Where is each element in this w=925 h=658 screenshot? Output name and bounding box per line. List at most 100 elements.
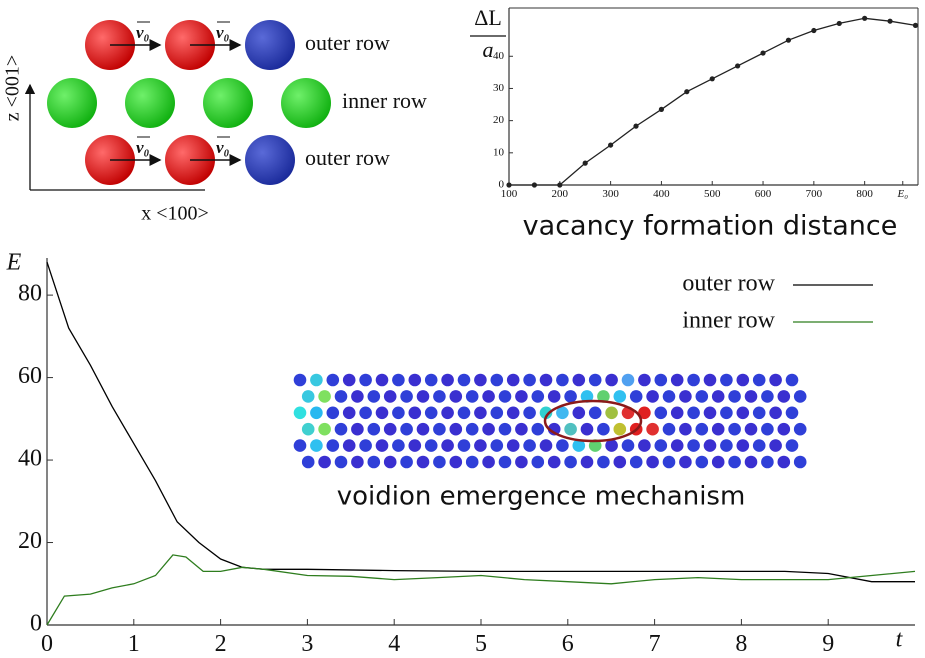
- atom: [523, 439, 536, 452]
- atom: [711, 422, 725, 436]
- atom: [531, 422, 545, 436]
- atom: [793, 455, 807, 469]
- y-tick-label: 60: [18, 363, 42, 389]
- atom: [400, 455, 413, 469]
- data-point: [684, 89, 690, 95]
- atom: [777, 390, 791, 403]
- atom: [383, 390, 397, 403]
- x-tick-label: 800: [856, 188, 873, 200]
- atom: [342, 373, 356, 387]
- atom: [679, 422, 692, 436]
- atom: [736, 439, 750, 452]
- atom: [728, 422, 741, 436]
- atom: [392, 439, 405, 452]
- data-point: [760, 50, 766, 56]
- y-axis-label: a: [483, 37, 494, 62]
- atom: [449, 422, 463, 436]
- data-point: [785, 37, 792, 43]
- atom: [498, 390, 512, 403]
- atom: [695, 455, 709, 469]
- atom: [547, 455, 561, 469]
- y-tick-label: 0: [30, 611, 42, 637]
- atom: [342, 406, 356, 420]
- atom: [482, 455, 495, 469]
- atom: [572, 406, 586, 420]
- atom: [318, 390, 331, 403]
- data-point: [658, 106, 665, 112]
- atom: [465, 422, 479, 436]
- atom: [367, 390, 381, 403]
- data-point: [836, 20, 842, 27]
- atom: [449, 455, 463, 469]
- atom: [752, 406, 766, 420]
- atom: [785, 439, 799, 452]
- atom: [301, 455, 315, 469]
- data-point: [709, 76, 715, 82]
- atom: [318, 422, 331, 436]
- y-tick-label: 0: [499, 179, 505, 191]
- x-axis-label: vacancy formation distance: [523, 211, 898, 242]
- atom: [351, 390, 364, 403]
- atom: [597, 422, 610, 436]
- atom: [375, 406, 389, 420]
- atom: [498, 422, 512, 436]
- atom: [400, 422, 413, 436]
- atom: [383, 422, 397, 436]
- atom: [490, 406, 504, 420]
- atom: [654, 406, 668, 420]
- data-line: [46, 554, 916, 626]
- atom: [629, 455, 643, 469]
- atom: [523, 406, 536, 420]
- x-axis-label: x <100>: [141, 203, 209, 225]
- atom: [662, 390, 676, 403]
- x-axis-label: t: [896, 627, 904, 653]
- atom: [793, 390, 807, 403]
- x-tick-label: 8: [735, 631, 747, 657]
- atom: [506, 439, 520, 452]
- atom: [703, 406, 717, 420]
- atom: [433, 455, 446, 469]
- atom: [474, 373, 487, 387]
- atom: [433, 422, 446, 436]
- atom: [515, 455, 528, 469]
- atom: [523, 373, 536, 387]
- z-axis-label: z <001>: [2, 55, 24, 121]
- atom: [572, 439, 586, 452]
- atom: [457, 373, 471, 387]
- atom: [711, 455, 725, 469]
- data-point: [608, 142, 614, 148]
- atom: [539, 373, 553, 387]
- atom: [408, 373, 422, 387]
- atom: [654, 439, 668, 452]
- atom: [761, 422, 774, 436]
- atom: [777, 455, 791, 469]
- atom: [301, 422, 315, 436]
- x-tick-label: 100: [501, 188, 518, 200]
- atom: [482, 422, 495, 436]
- y-tick-label: 40: [493, 50, 505, 62]
- atom: [359, 373, 372, 387]
- atom: [646, 390, 659, 403]
- atom: [736, 373, 750, 387]
- atom: [351, 422, 364, 436]
- atom: [301, 390, 315, 403]
- atom: [342, 439, 356, 452]
- data-point: [912, 22, 919, 28]
- x-tick-label: 200: [552, 188, 569, 200]
- atom: [695, 390, 709, 403]
- atom: [621, 373, 635, 387]
- atom: [662, 422, 676, 436]
- atom: [703, 373, 717, 387]
- atom: [547, 390, 561, 403]
- atom: [605, 406, 618, 420]
- atom: [367, 455, 381, 469]
- x-tick-label: 2: [215, 631, 227, 657]
- row-label: outer row: [305, 30, 390, 55]
- atom: [515, 422, 528, 436]
- atom: [662, 455, 676, 469]
- velocity-label: v₀: [136, 138, 150, 157]
- atom: [588, 373, 602, 387]
- atom: [465, 455, 479, 469]
- atom: [293, 406, 307, 420]
- atom: [638, 373, 651, 387]
